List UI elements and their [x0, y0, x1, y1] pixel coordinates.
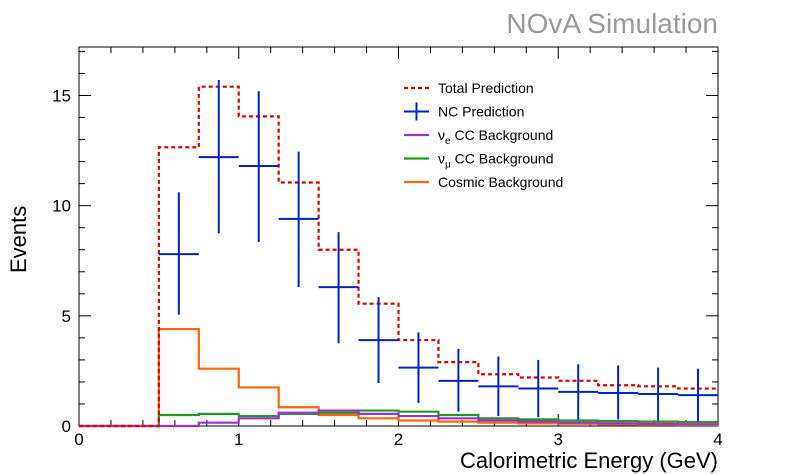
legend-label: νμ CC Background	[438, 151, 553, 171]
y-tick-label: 5	[62, 307, 71, 326]
watermark-label: NOvA Simulation	[506, 8, 718, 39]
legend-label: νe CC Background	[438, 127, 553, 147]
numu-cc-background-series	[79, 409, 718, 428]
legend-label: Cosmic Background	[438, 174, 563, 190]
total-prediction-series	[79, 85, 718, 428]
x-axis: 0 1 2 3 4	[74, 47, 723, 449]
nue-cc-background-series	[79, 409, 718, 428]
legend-entry: νe CC Background	[404, 127, 553, 147]
legend-entry: Total Prediction	[404, 80, 534, 96]
x-tick-label: 4	[713, 430, 722, 449]
x-tick-label: 0	[74, 430, 83, 449]
legend-entry: Cosmic Background	[404, 174, 563, 190]
legend: Total Prediction NC Prediction νe CC Backg…	[404, 80, 563, 190]
plot-frame	[78, 46, 719, 427]
x-axis-title: Calorimetric Energy (GeV)	[460, 448, 718, 473]
y-tick-label: 15	[52, 86, 71, 105]
nc-prediction-series	[158, 80, 718, 422]
y-tick-label: 10	[52, 197, 71, 216]
y-axis-title: Events	[6, 206, 31, 273]
legend-label: Total Prediction	[438, 80, 534, 96]
x-tick-label: 2	[394, 430, 403, 449]
y-axis: 0 5 10 15	[52, 50, 718, 436]
x-tick-label: 1	[234, 430, 243, 449]
legend-entry: NC Prediction	[404, 102, 524, 121]
x-tick-label: 3	[554, 430, 563, 449]
y-tick-label: 0	[62, 417, 71, 436]
legend-label: NC Prediction	[438, 104, 524, 120]
series-layer	[79, 80, 718, 428]
legend-entry: νμ CC Background	[404, 151, 553, 171]
